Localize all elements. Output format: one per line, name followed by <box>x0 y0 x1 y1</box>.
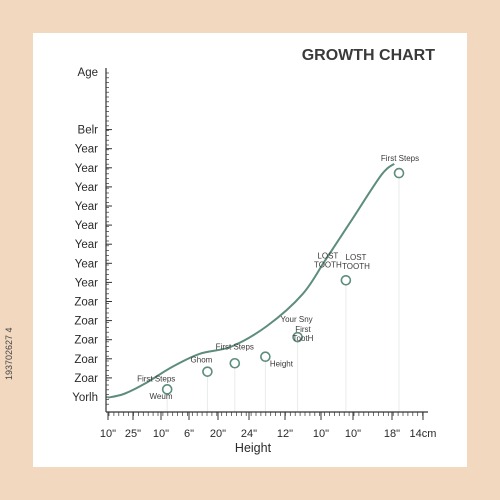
milestone-label: TOOTH <box>314 260 342 269</box>
milestone-label: First Steps <box>216 342 254 351</box>
y-tick-label: Year <box>75 239 98 251</box>
y-tick-label: Year <box>75 277 98 289</box>
y-tick-label: Year <box>75 182 98 194</box>
x-tick-label: 10" <box>313 428 329 440</box>
y-tick-label: Zoar <box>74 297 98 309</box>
x-tick-label: 24" <box>241 428 257 440</box>
y-tick-label: Belr <box>78 125 99 137</box>
y-tick-label: Year <box>75 201 98 213</box>
x-tick-label: 25" <box>125 428 141 440</box>
minor-ticks <box>106 72 423 416</box>
chart-title: GROWTH CHART <box>302 47 436 64</box>
y-axis-label: Age <box>78 67 98 79</box>
y-tick-label: Zoar <box>74 354 98 366</box>
milestone-marker <box>202 366 213 377</box>
milestone-marker <box>229 357 241 369</box>
annotation-text: Weum <box>150 392 173 401</box>
x-tick-label: 18" <box>384 428 400 440</box>
annotation-text: TOOTH <box>342 262 370 271</box>
x-tick-label: 12" <box>277 428 293 440</box>
chart-card: GROWTH CHART Age Height Yorlh Zoar Zoar Zoa… <box>33 33 467 467</box>
stock-id: 193702627 4 <box>4 327 14 380</box>
y-tick-label: Year <box>75 258 98 270</box>
x-tick-label: 10" <box>345 428 361 440</box>
growth-chart: GROWTH CHART Age Height Yorlh Zoar Zoar Zoa… <box>72 47 437 455</box>
milestone-marker <box>260 351 271 363</box>
growth-curve <box>107 162 395 399</box>
milestone-label: First Steps <box>137 374 175 383</box>
milestone-marker <box>292 331 303 343</box>
annotation-text: First <box>295 325 311 334</box>
milestone-label: LOST <box>317 251 338 260</box>
x-tick-labels: 10" 25" 10" 6" 20" 24" 12" 10" 10" 18" 14cm <box>100 412 437 440</box>
y-tick-label: Zoar <box>74 316 98 328</box>
milestone-marker <box>161 384 173 395</box>
y-tick-label: Zoar <box>74 335 98 347</box>
y-tick-label: Year <box>75 163 98 175</box>
milestone-label: Your Sny <box>281 315 313 324</box>
x-axis-label: Height <box>235 441 272 455</box>
annotation-text: LOST <box>346 253 367 262</box>
y-tick-label: Year <box>75 144 98 156</box>
y-tick-label: Zoar <box>74 373 98 385</box>
milestone-label: Height <box>270 360 294 369</box>
milestone-label: First Steps <box>381 154 419 163</box>
x-tick-label: 10" <box>100 428 116 440</box>
x-tick-label: 10" <box>153 428 169 440</box>
milestone-points <box>161 167 405 395</box>
milestone-marker <box>393 167 405 179</box>
y-tick-label: Year <box>75 220 98 232</box>
y-tick-label: Yorlh <box>72 392 98 404</box>
x-tick-label: 14cm <box>410 428 437 440</box>
milestone-marker <box>340 274 352 286</box>
annotation-text: TootH <box>293 334 314 343</box>
milestone-label: Ghom <box>191 356 213 365</box>
x-tick-label: 6" <box>184 428 194 440</box>
y-tick-labels: Yorlh Zoar Zoar Zoar Zoar Zoar Year Year Year Yea… <box>72 125 112 404</box>
x-tick-label: 20" <box>210 428 226 440</box>
drop-lines <box>166 173 400 412</box>
